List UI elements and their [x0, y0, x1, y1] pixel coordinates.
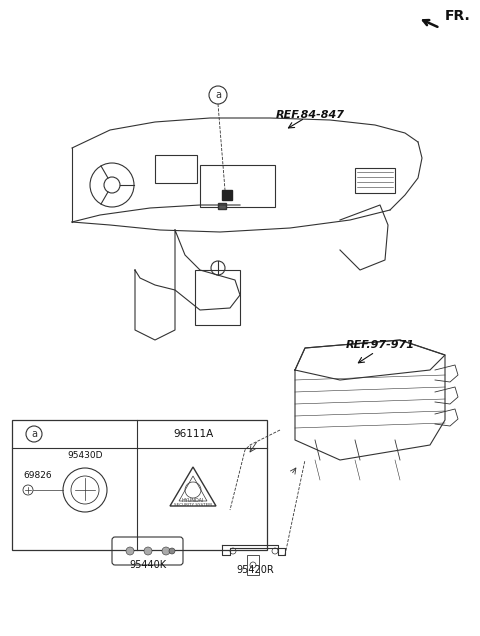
Text: a: a: [31, 429, 37, 439]
Text: FR.: FR.: [445, 9, 471, 23]
Text: 95430D: 95430D: [67, 450, 103, 459]
Text: REF.97-971: REF.97-971: [346, 340, 415, 350]
Text: 95420R: 95420R: [236, 565, 274, 575]
Text: HYUNDAI: HYUNDAI: [182, 497, 204, 502]
Bar: [12, 420, 267, 550]
Circle shape: [169, 548, 175, 554]
Bar: [247, 555, 259, 575]
Bar: [200, 165, 275, 207]
Circle shape: [144, 547, 152, 555]
Bar: [218, 203, 226, 209]
Text: REF.84-847: REF.84-847: [276, 110, 345, 120]
Circle shape: [162, 547, 170, 555]
Text: 95440K: 95440K: [130, 560, 167, 570]
Text: 69826: 69826: [24, 471, 52, 480]
Text: a: a: [215, 90, 221, 100]
Bar: [195, 270, 240, 325]
Bar: [355, 168, 395, 193]
Bar: [222, 190, 232, 200]
Circle shape: [126, 547, 134, 555]
Text: SECURITY SYSTEM: SECURITY SYSTEM: [174, 503, 212, 507]
Bar: [155, 155, 197, 183]
Text: 96111A: 96111A: [173, 429, 213, 439]
